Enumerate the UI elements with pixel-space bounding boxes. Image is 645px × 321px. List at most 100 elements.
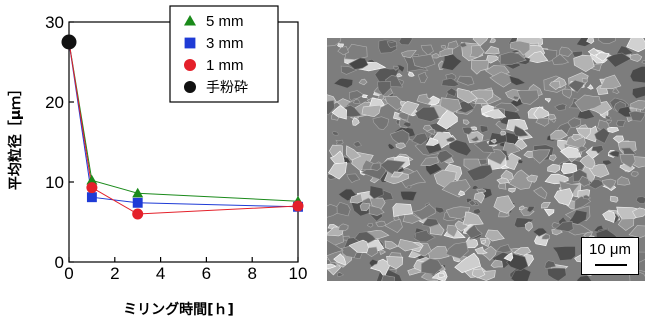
series-1-point-2 — [132, 197, 143, 208]
sem-particle — [420, 258, 443, 275]
series-1-point-1 — [86, 192, 97, 203]
sem-particle — [499, 51, 527, 65]
sem-particle — [381, 274, 395, 281]
sem-particle — [561, 88, 572, 99]
series-2-point-1 — [86, 182, 98, 194]
legend-marker-2 — [184, 59, 196, 71]
x-tick-label-1: 2 — [110, 264, 119, 283]
sem-particle — [486, 148, 507, 165]
series-line-0 — [68, 41, 299, 202]
sem-particle — [508, 75, 527, 86]
sem-particle — [573, 54, 595, 73]
sem-particle — [471, 268, 486, 279]
sem-particle — [512, 95, 519, 100]
sem-particle — [591, 145, 604, 155]
sem-particle — [553, 188, 574, 206]
sem-particle — [524, 221, 533, 232]
sem-particle — [500, 130, 507, 136]
sem-particle — [601, 178, 617, 190]
sem-particle — [631, 85, 645, 99]
sem-particle — [411, 203, 436, 221]
sem-particle — [369, 185, 384, 199]
sem-particle — [439, 48, 454, 57]
sem-particle — [484, 229, 505, 242]
sem-particle — [554, 103, 568, 112]
sem-particle — [440, 44, 447, 49]
legend-marker-1 — [184, 37, 196, 49]
sem-particle — [469, 45, 485, 58]
sem-particle — [407, 268, 424, 276]
sem-particle — [474, 97, 489, 105]
sem-particle — [559, 46, 573, 57]
sem-particle — [480, 239, 486, 245]
legend-marker-0 — [184, 15, 196, 26]
sem-particle — [448, 139, 472, 157]
sem-particle — [431, 53, 440, 59]
chart-canvas: 0 2 4 6 8 10 0 10 20 30 ミリング時間[ｈ] 平均粒径［μｍ］ 5 mm 3 mm 1… — [7, 5, 308, 318]
legend-label-0: 5 mm — [206, 13, 244, 30]
sem-particle — [384, 218, 403, 233]
sem-particle — [595, 52, 610, 62]
x-tick-label-5: 10 — [289, 264, 308, 283]
x-tick-label-3: 6 — [202, 264, 211, 283]
sem-particle — [498, 181, 507, 190]
sem-particle — [533, 186, 548, 200]
sem-particle — [436, 149, 454, 164]
sem-particle — [445, 241, 469, 259]
sem-particle — [372, 116, 390, 131]
sem-particle — [502, 142, 521, 155]
x-tick-label-4: 8 — [247, 264, 256, 283]
sem-particle — [398, 38, 413, 46]
sem-particle — [571, 134, 584, 141]
sem-particle — [457, 190, 466, 197]
sem-particle — [616, 45, 634, 56]
sem-particle — [466, 164, 494, 182]
sem-particle — [578, 145, 587, 153]
sem-particle — [327, 203, 338, 218]
sem-particle — [402, 214, 422, 224]
sem-particle — [510, 40, 531, 56]
sem-particle — [630, 99, 645, 111]
sem-particle — [461, 126, 473, 135]
sem-particle — [335, 139, 344, 145]
sem-particle — [368, 205, 385, 216]
sem-particle — [421, 218, 440, 228]
sem-particle — [384, 240, 399, 250]
sem-particle — [348, 239, 369, 254]
sem-particle — [479, 125, 489, 134]
sem-particle — [353, 141, 362, 148]
sem-particle — [337, 46, 350, 56]
sem-particle — [541, 202, 551, 209]
sem-particle — [535, 117, 550, 127]
legend-label-1: 3 mm — [206, 35, 244, 52]
sem-particle — [333, 253, 346, 266]
series-2-point-3 — [292, 200, 304, 212]
sem-particle — [348, 57, 369, 70]
sem-particle — [551, 246, 576, 261]
sem-particle — [383, 171, 410, 185]
sem-particle — [554, 221, 574, 232]
sem-particle — [628, 225, 645, 239]
sem-particle — [626, 38, 645, 53]
sem-particle — [629, 66, 645, 84]
sem-micrograph: 10 μm — [327, 38, 645, 281]
sem-particle — [471, 185, 480, 190]
sem-particle — [599, 74, 622, 90]
sem-particle — [608, 150, 620, 158]
sem-particle — [630, 171, 639, 177]
sem-particle — [574, 94, 602, 113]
sem-particle — [377, 80, 392, 97]
sem-particle — [607, 126, 620, 133]
sem-particle — [490, 138, 497, 144]
sem-particle — [503, 252, 514, 262]
sem-particle — [456, 75, 475, 86]
scale-bar-line — [595, 264, 627, 266]
sem-particle — [549, 80, 561, 90]
sem-particle — [516, 89, 540, 105]
sem-particle — [345, 145, 362, 161]
sem-particle — [474, 246, 488, 255]
sem-particle — [473, 191, 486, 204]
sem-particle — [441, 77, 460, 87]
sem-particle — [617, 176, 631, 186]
sem-particle — [635, 196, 645, 204]
